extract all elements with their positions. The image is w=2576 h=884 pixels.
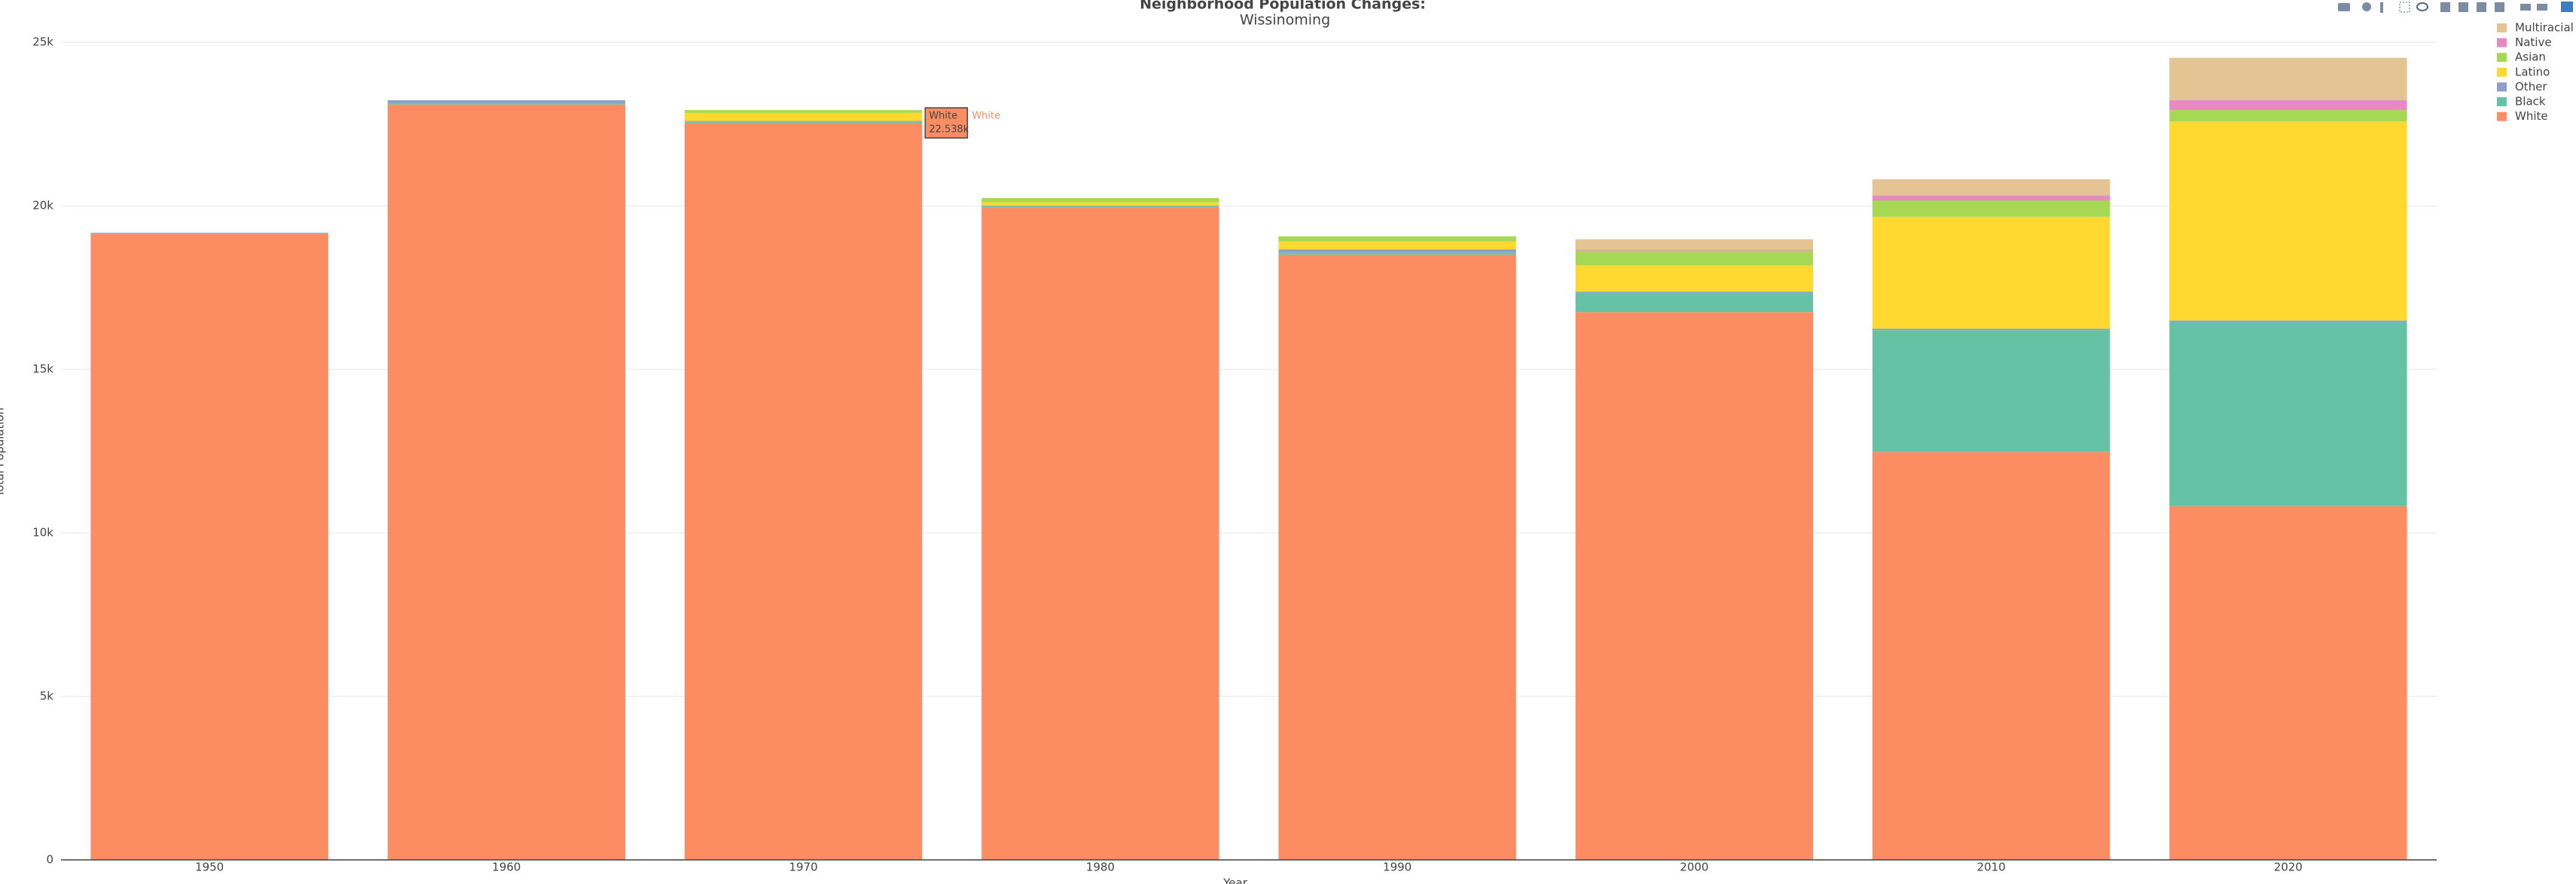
reset-icon[interactable] (2495, 2, 2504, 12)
bar-segment (1872, 200, 2111, 217)
y-tick-label: 5k (40, 690, 54, 703)
bar-segment (1872, 216, 2111, 329)
bar-segment (2169, 57, 2407, 101)
bar-segment (1278, 241, 1516, 249)
bar-segment (1575, 239, 1814, 250)
lasso-icon[interactable] (2416, 2, 2428, 11)
legend-swatch (2497, 38, 2507, 47)
bar-segment (1872, 329, 2111, 331)
bar-segment (2169, 100, 2407, 111)
x-axis-label: Year (1222, 876, 1248, 884)
bar-segment (1872, 179, 2111, 196)
bar-segment (981, 202, 1219, 206)
y-tick-label: 25k (32, 35, 53, 49)
x-tick-label: 1960 (492, 861, 520, 874)
chart-subtitle: Wissinoming (1240, 12, 1330, 29)
legend-label: White (2515, 109, 2548, 123)
bar-segment (1278, 249, 1516, 253)
zoom-in-icon[interactable] (2440, 2, 2450, 12)
bar-segment (90, 233, 328, 234)
x-tick-label: 1990 (1383, 861, 1412, 874)
bar-segment (981, 207, 1219, 860)
legend-swatch (2497, 112, 2507, 121)
bar-segment (387, 103, 626, 105)
zoom-icon[interactable] (2362, 2, 2371, 11)
bar-segment (90, 234, 328, 860)
bar-segment (981, 206, 1219, 208)
pan-icon[interactable] (2380, 2, 2383, 13)
y-axis-label: Total Population (0, 408, 7, 498)
bar-segment (1278, 252, 1516, 255)
x-tick-label: 1970 (789, 861, 818, 874)
tooltip-trace-name: White (972, 111, 1000, 122)
x-tick-label: 1950 (195, 861, 224, 874)
zoom-out-icon[interactable] (2458, 2, 2468, 12)
bar-segment (2169, 121, 2407, 321)
legend-swatch (2497, 97, 2507, 106)
bar-segment (684, 112, 923, 121)
y-tick-label: 20k (32, 199, 53, 213)
box-select-icon[interactable] (2399, 2, 2410, 13)
bar-segment (2169, 110, 2407, 122)
bar-segment (1575, 312, 1814, 860)
bar-segment (387, 104, 626, 860)
bar-segment (1278, 254, 1516, 861)
tooltip-name: White (929, 111, 957, 122)
legend-label: Other (2515, 80, 2547, 93)
bar-segment (1278, 236, 1516, 242)
bar-segment (1575, 292, 1814, 313)
legend-swatch (2497, 67, 2507, 77)
legend-label: Latino (2515, 65, 2550, 78)
legend-swatch (2497, 23, 2507, 32)
y-tick-label: 0 (46, 853, 53, 867)
bar-segment (981, 197, 1219, 203)
bar-segment (2169, 506, 2407, 860)
bar-segment (1872, 195, 2111, 201)
camera-icon[interactable] (2338, 3, 2350, 11)
bar-segment (684, 110, 923, 113)
y-tick-label: 10k (32, 526, 53, 540)
legend-label: Black (2515, 95, 2546, 109)
modebar[interactable] (2338, 2, 2573, 13)
y-tick-label: 15k (32, 362, 53, 376)
spike-icon[interactable] (2520, 4, 2531, 11)
plotly-logo[interactable] (2561, 2, 2573, 12)
bar-segment (1872, 330, 2111, 452)
bar-segment (2169, 320, 2407, 323)
x-tick-label: 2000 (1680, 861, 1708, 874)
legend-swatch (2497, 82, 2507, 92)
bar-segment (1575, 250, 1814, 266)
legend-swatch (2497, 53, 2507, 63)
bar-segment (387, 100, 626, 104)
bar-segment (1872, 451, 2111, 860)
bar-segment (2169, 322, 2407, 506)
x-tick-label: 1980 (1086, 861, 1115, 874)
tooltip-box (924, 107, 969, 139)
x-tick-label: 2020 (2274, 861, 2303, 874)
autoscale-icon[interactable] (2477, 2, 2486, 12)
x-tick-label: 2010 (1977, 861, 2006, 874)
bar-segment (684, 123, 923, 861)
tooltip-value: 22.538k (929, 124, 969, 136)
legend-label: Native (2515, 35, 2552, 49)
bar-segment (684, 121, 923, 124)
legend-label: Multiracial (2515, 21, 2574, 35)
bar-segment (1575, 265, 1814, 292)
hover-icon[interactable] (2537, 4, 2547, 11)
legend-label: Asian (2515, 50, 2546, 64)
bar-segment (1575, 249, 1814, 251)
chart-title: Neighborhood Population Changes: (1140, 0, 1426, 13)
